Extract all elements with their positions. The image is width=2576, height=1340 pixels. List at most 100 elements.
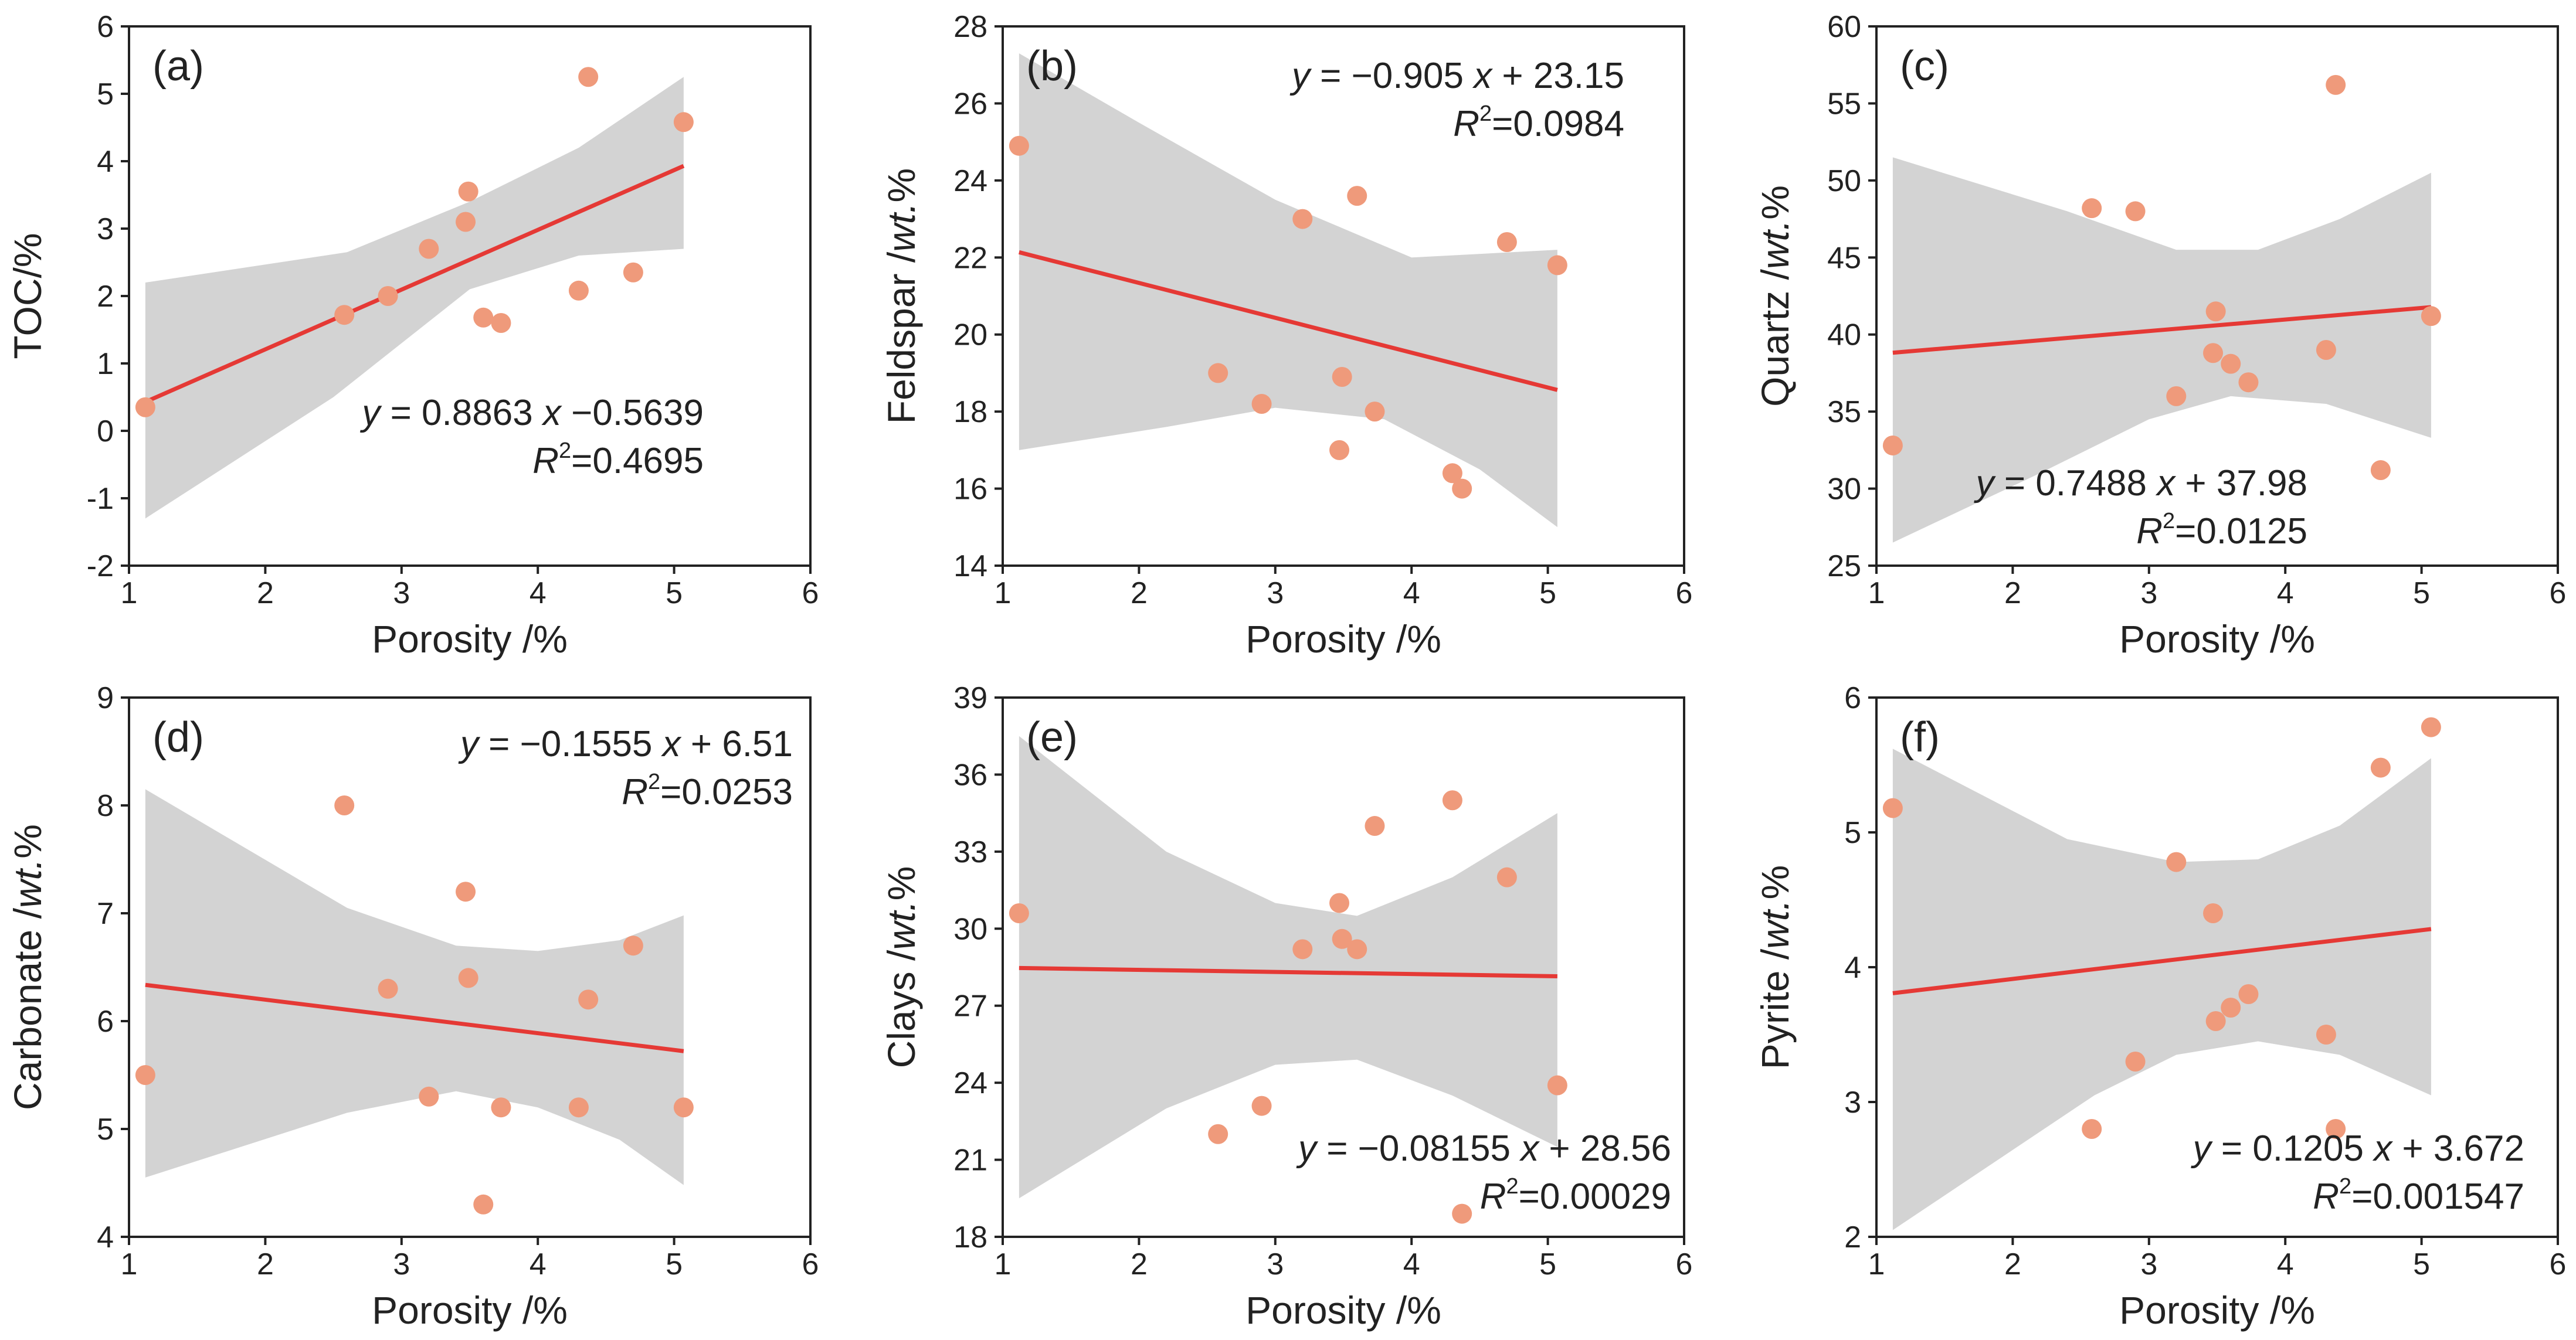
- regression-equation: y = −0.08155 x + 28.56: [1296, 1128, 1671, 1169]
- y-tick-label: 18: [953, 395, 987, 429]
- data-point-10: [1452, 478, 1472, 499]
- y-tick-label: 7: [97, 897, 114, 931]
- x-axis-title: Porosity /%: [372, 1288, 568, 1332]
- data-point-1: [1009, 135, 1029, 156]
- data-point-3: [2125, 201, 2146, 222]
- data-point-3: [2125, 1052, 2146, 1072]
- data-point-10: [578, 67, 599, 87]
- data-point-8: [2238, 372, 2259, 393]
- x-tick-label: 1: [121, 576, 138, 610]
- confidence-band: [1019, 736, 1557, 1199]
- x-axis-title: Porosity /%: [372, 617, 568, 661]
- y-axis-title: Quartz /wt.%: [1753, 185, 1797, 407]
- data-point-2: [2082, 1119, 2102, 1139]
- x-tick-label: 5: [2413, 576, 2430, 610]
- x-tick-label: 1: [1868, 576, 1885, 610]
- y-tick-label: 25: [1827, 549, 1861, 583]
- panel-label: (f): [1900, 714, 1940, 761]
- data-point-12: [1547, 255, 1567, 276]
- data-point-2: [334, 795, 355, 815]
- plot-frame: [1875, 25, 2559, 567]
- data-point-8: [2238, 984, 2259, 1004]
- x-tick-label: 4: [530, 576, 547, 610]
- data-point-9: [1442, 790, 1462, 811]
- x-tick-label: 3: [1267, 1247, 1284, 1281]
- y-tick-label: 24: [953, 164, 987, 198]
- y-tick-label: 60: [1827, 10, 1861, 44]
- r-squared: R2=0.00029: [1480, 1174, 1671, 1217]
- data-point-1: [1882, 435, 1903, 455]
- regression-equation: y = 0.7488 x + 37.98: [1974, 463, 2307, 504]
- data-point-7: [1347, 186, 1367, 206]
- data-point-6: [2205, 1011, 2226, 1031]
- y-tick-label: 28: [953, 10, 987, 44]
- x-tick-label: 2: [1131, 1247, 1148, 1281]
- x-tick-label: 3: [393, 1247, 410, 1281]
- data-point-5: [456, 212, 476, 232]
- panel-label: (b): [1026, 43, 1078, 90]
- data-point-5: [1329, 893, 1350, 913]
- data-point-6: [1332, 929, 1352, 949]
- x-axis-title: Porosity /%: [2119, 617, 2315, 661]
- data-point-5: [2203, 343, 2224, 363]
- y-tick-label: 5: [97, 77, 114, 111]
- regression-equation: y = 0.1205 x + 3.672: [2191, 1128, 2524, 1169]
- confidence-band: [145, 77, 684, 519]
- data-point-4: [419, 239, 439, 259]
- y-axis-title: Clays /wt.%: [880, 866, 923, 1069]
- y-tick-label: 45: [1827, 241, 1861, 275]
- x-tick-label: 4: [1403, 1247, 1420, 1281]
- r-squared: R2=0.0984: [1453, 101, 1624, 144]
- data-point-12: [673, 1097, 694, 1118]
- regression-equation: y = −0.1555 x + 6.51: [458, 724, 793, 764]
- data-point-11: [623, 936, 643, 956]
- y-tick-label: 55: [1827, 87, 1861, 121]
- r-squared: R2=0.4695: [532, 438, 704, 481]
- r-squared: R2=0.0125: [2136, 509, 2307, 552]
- y-tick-label: 9: [97, 681, 114, 715]
- x-tick-label: 3: [393, 576, 410, 610]
- x-tick-label: 1: [995, 1247, 1012, 1281]
- y-tick-label: 0: [97, 414, 114, 448]
- plot-frame: [128, 696, 812, 1238]
- x-tick-label: 4: [2277, 1247, 2294, 1281]
- data-point-4: [2166, 386, 2187, 406]
- x-tick-label: 6: [2550, 576, 2567, 610]
- data-point-7: [473, 1194, 494, 1215]
- data-point-4: [2166, 852, 2187, 872]
- data-point-6: [1332, 367, 1352, 387]
- x-tick-label: 1: [121, 1247, 138, 1281]
- confidence-band: [1892, 157, 2431, 543]
- panel-label: (d): [152, 714, 204, 761]
- data-point-11: [2370, 757, 2391, 778]
- panel-label: (e): [1026, 714, 1078, 761]
- y-tick-label: 6: [1844, 681, 1861, 715]
- y-axis-title: Carbonate /wt.%: [6, 824, 49, 1110]
- data-point-2: [1208, 1124, 1228, 1144]
- y-tick-label: 40: [1827, 318, 1861, 352]
- y-tick-label: 24: [953, 1066, 987, 1100]
- confidence-band: [1892, 749, 2431, 1230]
- y-tick-label: 4: [1844, 951, 1861, 985]
- data-point-12: [1547, 1075, 1567, 1096]
- data-point-7: [2221, 353, 2241, 374]
- data-point-8: [1365, 402, 1385, 422]
- x-tick-label: 2: [2004, 576, 2021, 610]
- confidence-band: [1019, 53, 1557, 528]
- data-point-8: [1365, 816, 1385, 836]
- y-tick-label: 35: [1827, 395, 1861, 429]
- plot-frame: [1002, 25, 1685, 567]
- data-point-12: [2421, 717, 2441, 737]
- x-tick-label: 4: [2277, 576, 2294, 610]
- data-point-1: [1882, 798, 1903, 818]
- y-tick-label: 3: [97, 212, 114, 246]
- data-point-10: [578, 989, 599, 1010]
- y-tick-label: 18: [953, 1220, 987, 1254]
- data-point-1: [1009, 903, 1029, 923]
- x-tick-label: 1: [1868, 1247, 1885, 1281]
- data-point-3: [1251, 1096, 1272, 1116]
- y-tick-label: 6: [97, 1005, 114, 1039]
- data-point-11: [1496, 232, 1517, 252]
